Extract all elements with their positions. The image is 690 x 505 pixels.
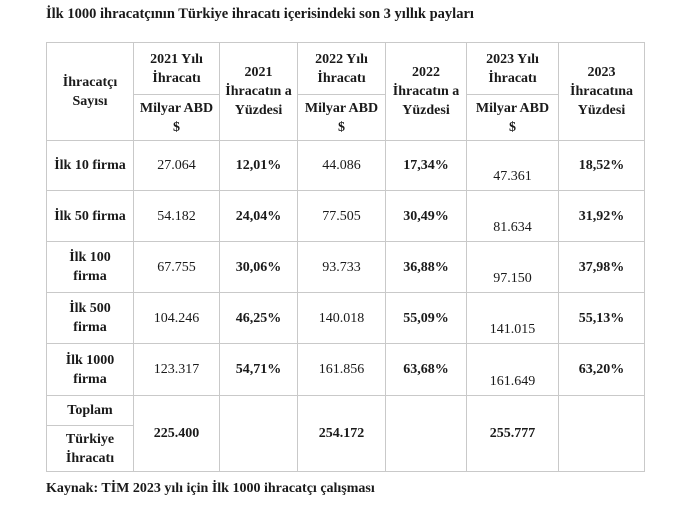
total-row: Toplam 225.400 254.172 255.777 (46, 395, 645, 472)
toplam-label: Toplam (46, 395, 134, 426)
share-2021: 24,04% (219, 190, 298, 242)
header-2021-share: 2021 İhracatın a Yüzdesi (219, 42, 298, 141)
value-2023: 81.634 (466, 190, 559, 242)
total-2023-share-empty (558, 395, 645, 472)
table-title: İlk 1000 ihracatçının Türkiye ihracatı i… (46, 6, 474, 22)
share-2022: 17,34% (385, 140, 467, 191)
table-row: İlk 50 firma 54.182 24,04% 77.505 30,49%… (46, 190, 645, 242)
share-2023: 63,20% (558, 343, 645, 396)
value-2023: 47.361 (466, 140, 559, 191)
row-label: İlk 100 firma (46, 241, 134, 293)
share-2023: 18,52% (558, 140, 645, 191)
row-label: İlk 50 firma (46, 190, 134, 242)
unit-2021: Milyar ABD $ (133, 94, 220, 141)
export-share-table: İhracatçı Sayısı 2021 Yılı İhracatı 2021… (46, 42, 645, 472)
share-2021: 30,06% (219, 241, 298, 293)
header-2022-export: 2022 Yılı İhracatı (297, 42, 386, 95)
share-2022: 63,68% (385, 343, 467, 396)
header-ihracatci-sayisi: İhracatçı Sayısı (46, 42, 134, 141)
total-2021: 225.400 (133, 395, 220, 472)
value-2021: 104.246 (133, 292, 220, 344)
row-label: İlk 10 firma (46, 140, 134, 191)
total-2022: 254.172 (297, 395, 386, 472)
total-2023: 255.777 (466, 395, 559, 472)
value-2022: 140.018 (297, 292, 386, 344)
value-2021: 27.064 (133, 140, 220, 191)
value-2023: 141.015 (466, 292, 559, 344)
share-2023: 37,98% (558, 241, 645, 293)
share-2023: 31,92% (558, 190, 645, 242)
value-2022: 44.086 (297, 140, 386, 191)
source-note: Kaynak: TİM 2023 yılı için İlk 1000 ihra… (46, 481, 375, 496)
turkiye-ihracati-label: Türkiye İhracatı (46, 425, 134, 472)
table-row: İlk 100 firma 67.755 30,06% 93.733 36,88… (46, 241, 645, 293)
value-2021: 54.182 (133, 190, 220, 242)
share-2022: 36,88% (385, 241, 467, 293)
unit-2022: Milyar ABD $ (297, 94, 386, 141)
share-2021: 12,01% (219, 140, 298, 191)
unit-2023: Milyar ABD $ (466, 94, 559, 141)
value-2023: 161.649 (466, 343, 559, 396)
share-2022: 30,49% (385, 190, 467, 242)
row-label: İlk 1000 firma (46, 343, 134, 396)
share-2021: 46,25% (219, 292, 298, 344)
table-row: İlk 10 firma 27.064 12,01% 44.086 17,34%… (46, 140, 645, 191)
share-2021: 54,71% (219, 343, 298, 396)
table-row: İlk 1000 firma 123.317 54,71% 161.856 63… (46, 343, 645, 396)
total-row: Türkiye İhracatı (46, 425, 645, 472)
value-2022: 161.856 (297, 343, 386, 396)
header-2023-export: 2023 Yılı İhracatı (466, 42, 559, 95)
row-label: İlk 500 firma (46, 292, 134, 344)
share-2022: 55,09% (385, 292, 467, 344)
header-2021-export: 2021 Yılı İhracatı (133, 42, 220, 95)
share-2023: 55,13% (558, 292, 645, 344)
value-2021: 123.317 (133, 343, 220, 396)
table-row: İlk 500 firma 104.246 46,25% 140.018 55,… (46, 292, 645, 344)
value-2022: 93.733 (297, 241, 386, 293)
total-2021-share-empty (219, 395, 298, 472)
value-2022: 77.505 (297, 190, 386, 242)
value-2021: 67.755 (133, 241, 220, 293)
total-2022-share-empty (385, 395, 467, 472)
header-2022-share: 2022 İhracatın a Yüzdesi (385, 42, 467, 141)
value-2023: 97.150 (466, 241, 559, 293)
header-2023-share: 2023 İhracatına Yüzdesi (558, 42, 645, 141)
